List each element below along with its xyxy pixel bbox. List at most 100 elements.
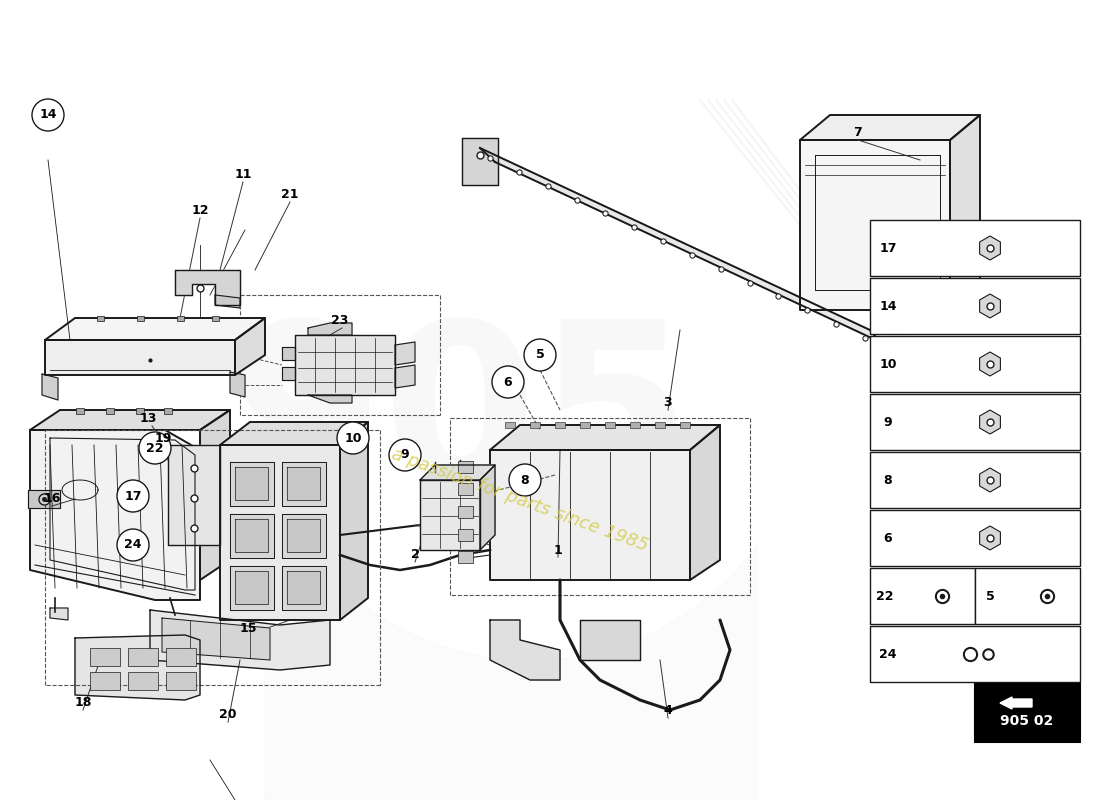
Text: 20: 20	[219, 709, 236, 722]
Text: 15: 15	[240, 622, 256, 634]
Polygon shape	[308, 395, 352, 403]
Bar	[580, 422, 590, 428]
Polygon shape	[50, 608, 68, 620]
Text: 14: 14	[879, 299, 896, 313]
Polygon shape	[287, 571, 320, 604]
Circle shape	[492, 366, 524, 398]
Polygon shape	[282, 514, 326, 558]
Polygon shape	[230, 462, 274, 506]
Polygon shape	[42, 374, 58, 400]
Bar	[654, 422, 666, 428]
Bar	[870, 626, 1080, 682]
Polygon shape	[980, 468, 1000, 492]
Polygon shape	[580, 620, 640, 660]
Polygon shape	[282, 462, 326, 506]
Bar	[975, 684, 1080, 742]
Bar	[870, 510, 1080, 566]
Bar	[90, 648, 120, 666]
Polygon shape	[75, 635, 200, 700]
Bar	[870, 278, 1080, 334]
Bar	[870, 220, 1080, 276]
Polygon shape	[395, 342, 415, 365]
Polygon shape	[235, 519, 268, 552]
Text: 4: 4	[663, 703, 672, 717]
Text: 18: 18	[75, 697, 91, 710]
Bar	[605, 422, 615, 428]
Polygon shape	[200, 410, 230, 580]
Polygon shape	[235, 571, 268, 604]
Polygon shape	[282, 566, 326, 610]
Bar	[458, 483, 473, 495]
Bar	[870, 394, 1080, 450]
Bar	[166, 672, 196, 690]
Polygon shape	[800, 140, 950, 310]
Polygon shape	[490, 425, 720, 450]
Polygon shape	[220, 422, 368, 445]
Text: 905: 905	[228, 313, 692, 527]
Bar	[556, 422, 565, 428]
Bar	[458, 461, 473, 473]
Text: 23: 23	[331, 314, 349, 326]
Bar	[138, 316, 144, 321]
Text: 1: 1	[553, 543, 562, 557]
Text: 10: 10	[344, 431, 362, 445]
Polygon shape	[395, 365, 415, 388]
Bar	[630, 422, 640, 428]
Text: 8: 8	[883, 474, 892, 486]
Bar	[505, 422, 515, 428]
Polygon shape	[214, 295, 240, 308]
Text: 5: 5	[986, 590, 994, 602]
Bar	[76, 408, 84, 414]
Polygon shape	[168, 445, 220, 545]
FancyArrow shape	[1000, 697, 1032, 709]
Polygon shape	[175, 270, 240, 305]
Polygon shape	[287, 467, 320, 500]
Circle shape	[117, 480, 148, 512]
Text: 17: 17	[879, 242, 896, 254]
Polygon shape	[45, 318, 265, 340]
Bar	[975, 568, 1080, 624]
Bar	[458, 506, 473, 518]
Bar	[90, 672, 120, 690]
Bar	[870, 452, 1080, 508]
Text: 6: 6	[883, 531, 892, 545]
Polygon shape	[295, 335, 395, 395]
Bar	[680, 422, 690, 428]
Text: 17: 17	[124, 490, 142, 502]
Text: 5: 5	[536, 349, 544, 362]
Polygon shape	[480, 465, 495, 550]
Circle shape	[32, 99, 64, 131]
Text: 9: 9	[883, 415, 892, 429]
Polygon shape	[235, 318, 265, 375]
Bar	[212, 316, 219, 321]
Text: 12: 12	[191, 203, 209, 217]
Circle shape	[389, 439, 421, 471]
Bar	[164, 408, 172, 414]
Circle shape	[337, 422, 368, 454]
Circle shape	[117, 529, 148, 561]
Polygon shape	[980, 352, 1000, 376]
Bar	[106, 408, 114, 414]
Polygon shape	[490, 620, 560, 680]
Text: 14: 14	[40, 109, 57, 122]
Polygon shape	[162, 618, 270, 660]
Polygon shape	[980, 526, 1000, 550]
Polygon shape	[980, 236, 1000, 260]
Bar	[458, 551, 473, 563]
Polygon shape	[800, 115, 980, 140]
Polygon shape	[950, 115, 980, 310]
Text: 16: 16	[43, 491, 60, 505]
Polygon shape	[282, 367, 295, 380]
Polygon shape	[420, 465, 495, 480]
Polygon shape	[230, 514, 274, 558]
Polygon shape	[30, 410, 230, 430]
Text: 21: 21	[282, 189, 299, 202]
Bar	[177, 316, 184, 321]
Bar	[870, 336, 1080, 392]
Polygon shape	[150, 610, 330, 670]
Polygon shape	[287, 519, 320, 552]
Text: 905 02: 905 02	[1000, 714, 1054, 728]
Polygon shape	[45, 340, 235, 375]
Text: 7: 7	[854, 126, 862, 138]
Circle shape	[524, 339, 556, 371]
